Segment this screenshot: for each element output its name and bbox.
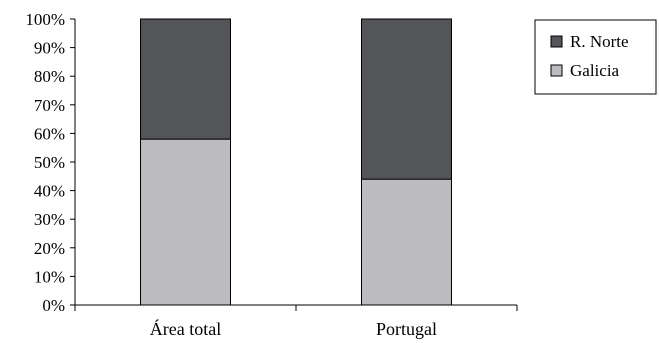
bar-r-norte-1 bbox=[361, 18, 452, 180]
x-category-label-1: Portugal bbox=[376, 319, 437, 339]
y-tick-label-7: 70% bbox=[34, 96, 65, 115]
y-tick-label-1: 10% bbox=[34, 267, 65, 286]
bars-group bbox=[140, 18, 452, 306]
y-tick-label-5: 50% bbox=[34, 153, 65, 172]
y-tick-label-2: 20% bbox=[34, 239, 65, 258]
legend: R. Norte Galicia bbox=[534, 19, 657, 95]
y-tick-label-10: 100% bbox=[25, 10, 65, 29]
y-tick-label-4: 40% bbox=[34, 182, 65, 201]
axes-group: 0% 10% 20% 30% 40% 50% 60% 70% 80% 90% 100% Área to… bbox=[25, 10, 518, 339]
bar-galicia-0 bbox=[140, 138, 231, 306]
legend-label-r-norte: R. Norte bbox=[570, 32, 629, 51]
legend-swatch-galicia bbox=[550, 64, 563, 77]
y-tick-label-8: 80% bbox=[34, 67, 65, 86]
legend-swatch-r-norte bbox=[550, 35, 563, 48]
y-tick-label-3: 30% bbox=[34, 210, 65, 229]
legend-frame bbox=[534, 19, 657, 95]
legend-label-galicia: Galicia bbox=[570, 61, 620, 80]
y-tick-label-9: 90% bbox=[34, 39, 65, 58]
y-tick-label-6: 60% bbox=[34, 124, 65, 143]
x-category-label-0: Área total bbox=[150, 318, 221, 339]
y-tick-label-0: 0% bbox=[42, 296, 65, 315]
bar-r-norte-0 bbox=[140, 18, 231, 140]
bar-galicia-1 bbox=[361, 178, 452, 306]
